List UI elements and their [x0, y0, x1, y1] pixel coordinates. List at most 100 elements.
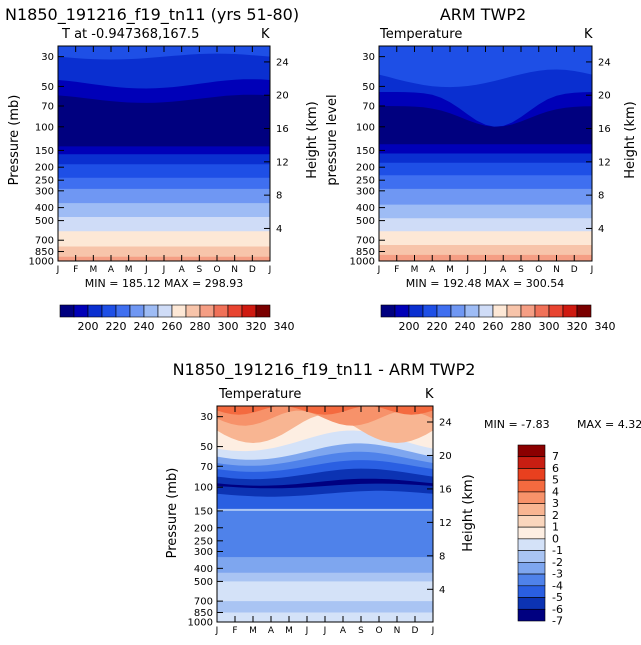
panel-obs-ylabel: pressure level — [325, 94, 340, 185]
y-tick-label: 70 — [362, 102, 375, 113]
colorbar-swatch — [517, 597, 546, 610]
x-tick-label: N — [394, 626, 401, 636]
y2-tick-label: 20 — [598, 91, 611, 102]
colorbar-swatch — [227, 304, 243, 318]
colorbar-swatch — [492, 304, 508, 318]
colorbar-label: 200 — [78, 320, 99, 333]
panel-model-ylabel: Pressure (mb) — [7, 95, 22, 186]
x-tick-label: J — [483, 265, 487, 275]
x-tick-label: A — [108, 265, 115, 275]
y-tick-label: 50 — [362, 82, 375, 93]
x-tick-label: D — [571, 265, 578, 275]
y2-tick-label: 16 — [276, 124, 289, 135]
y2-tick-label: 20 — [439, 451, 452, 462]
y2-tick-label: 12 — [276, 157, 289, 168]
colorbar-swatch — [506, 304, 522, 318]
y-tick-label: 700 — [194, 597, 213, 608]
y2-tick-label: 4 — [439, 585, 445, 596]
colorbar-swatch — [517, 562, 546, 575]
x-tick-label: J — [162, 265, 166, 275]
y2-tick-label: 16 — [598, 124, 611, 135]
panel-diff-field — [217, 406, 433, 622]
x-tick-label: S — [358, 626, 364, 636]
y-tick-label: 200 — [35, 163, 54, 174]
y-tick-label: 500 — [35, 216, 54, 227]
panel-model-colorbar: 200 220 240 260 280 300 320 340 — [59, 304, 295, 333]
y-tick-label: 300 — [356, 186, 375, 197]
y-tick-label: 300 — [35, 186, 54, 197]
y-tick-label: 300 — [194, 547, 213, 558]
y-tick-label: 400 — [35, 203, 54, 214]
colorbar-swatch — [534, 304, 550, 318]
panel-diff: N1850_191216_f19_tn11 - ARM TWP2 Tempera… — [165, 360, 641, 636]
colorbar-label: 4 — [552, 485, 559, 498]
colorbar-label: 240 — [134, 320, 155, 333]
panel-model-axes: J F M A M J J A S O N D J305070100150200250300400500… — [29, 46, 289, 275]
y-tick-label: 30 — [362, 52, 375, 63]
y-tick-label: 250 — [35, 176, 54, 187]
colorbar-swatch — [520, 304, 536, 318]
panel-obs: ARM TWP2 Temperature K J F M A M J J A S O N D J3050… — [325, 5, 638, 333]
x-tick-label: J — [215, 626, 219, 636]
y2-tick-label: 12 — [598, 157, 611, 168]
colorbar-swatch — [185, 304, 201, 318]
colorbar-swatch — [464, 304, 480, 318]
y2-tick-label: 8 — [598, 191, 604, 202]
x-tick-label: J — [56, 265, 60, 275]
x-tick-label: O — [375, 626, 382, 636]
colorbar-label: 6 — [552, 462, 559, 475]
colorbar-label: -6 — [552, 603, 563, 616]
panel-diff-title: N1850_191216_f19_tn11 - ARM TWP2 — [173, 360, 476, 380]
colorbar-label: 280 — [190, 320, 211, 333]
y-tick-label: 50 — [41, 82, 54, 93]
x-tick-label: M — [411, 265, 419, 275]
panel-model-title: N1850_191216_f19_tn11 (yrs 51-80) — [5, 5, 299, 25]
x-tick-label: J — [268, 265, 272, 275]
colorbar-swatch — [478, 304, 494, 318]
colorbar-label: -2 — [552, 556, 563, 569]
y2-tick-label: 24 — [598, 57, 611, 68]
x-tick-label: J — [377, 265, 381, 275]
colorbar-label: 220 — [427, 320, 448, 333]
colorbar-label: -3 — [552, 568, 563, 581]
colorbar-swatch — [171, 304, 187, 318]
y-tick-label: 100 — [356, 122, 375, 133]
colorbar-swatch — [517, 479, 546, 493]
y2-tick-label: 24 — [439, 417, 452, 428]
colorbar-swatch — [87, 304, 103, 318]
panel-diff-stats-min: MIN = -7.83 — [484, 418, 550, 431]
colorbar-label: 320 — [246, 320, 267, 333]
x-tick-label: J — [590, 265, 594, 275]
colorbar-swatch — [199, 304, 215, 318]
y-tick-label: 700 — [356, 236, 375, 247]
colorbar-swatch — [115, 304, 131, 318]
colorbar-swatch — [450, 304, 466, 318]
x-tick-label: O — [213, 265, 220, 275]
x-tick-label: A — [340, 626, 347, 636]
x-tick-label: F — [394, 265, 399, 275]
colorbar-swatch — [517, 526, 546, 540]
x-tick-label: J — [323, 626, 327, 636]
colorbar-swatch — [59, 304, 75, 318]
x-tick-label: D — [249, 265, 256, 275]
colorbar-label: -1 — [552, 544, 563, 557]
y-tick-label: 850 — [356, 247, 375, 258]
y-tick-label: 150 — [194, 506, 213, 517]
colorbar-label: -7 — [552, 615, 563, 628]
panel-obs-title: ARM TWP2 — [440, 5, 526, 24]
x-tick-label: M — [249, 626, 257, 636]
colorbar-swatch — [517, 503, 546, 516]
colorbar-swatch — [517, 468, 546, 481]
colorbar-label: 340 — [274, 320, 295, 333]
panel-diff-y2label: Height (km) — [461, 474, 476, 551]
y-tick-label: 400 — [194, 564, 213, 575]
colorbar-label: 260 — [483, 320, 504, 333]
x-tick-label: D — [412, 626, 419, 636]
colorbar-label: 5 — [552, 474, 559, 487]
x-tick-label: N — [553, 265, 560, 275]
y2-tick-label: 24 — [276, 57, 289, 68]
panel-model-units: K — [261, 27, 270, 42]
panel-obs-subtitle: Temperature — [379, 27, 462, 42]
